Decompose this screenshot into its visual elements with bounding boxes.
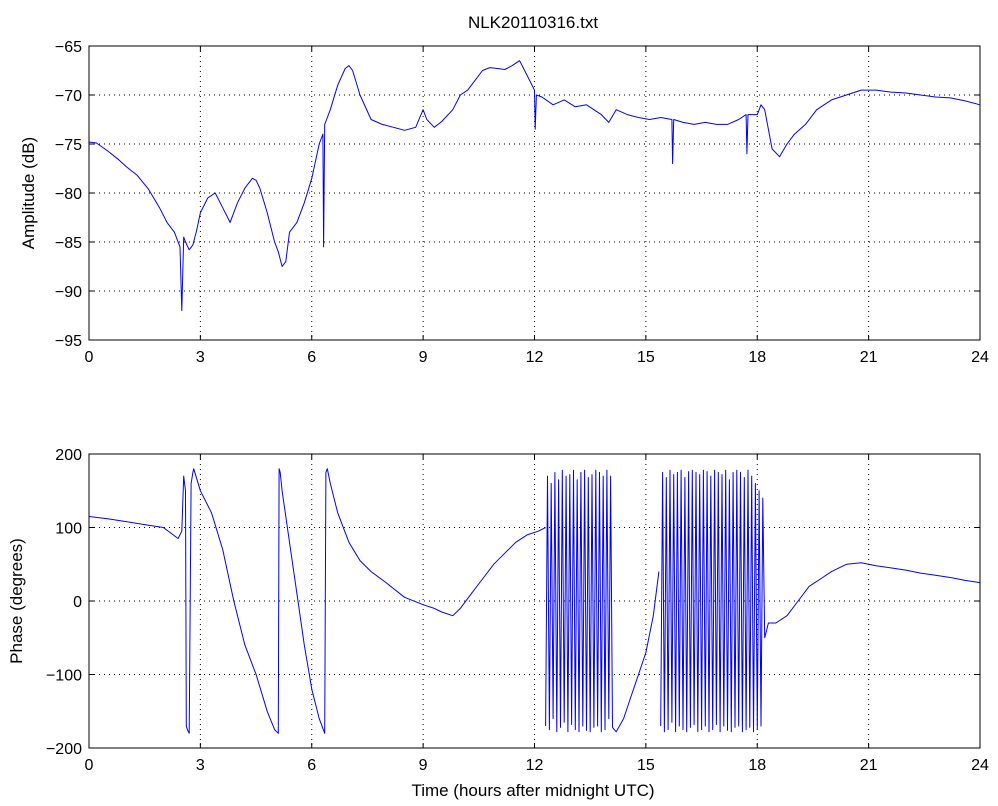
phase-xtick-label-2: 6 bbox=[307, 757, 316, 774]
phase-series-line-1 bbox=[545, 469, 660, 733]
amplitude-xtick-label-1: 3 bbox=[196, 349, 205, 366]
phase-ytick-label-1: 100 bbox=[55, 521, 82, 538]
amplitude-ytick-label-1: −70 bbox=[55, 88, 82, 105]
amplitude-ytick-label-3: −80 bbox=[55, 186, 82, 203]
phase-xtick-label-4: 12 bbox=[526, 757, 544, 774]
phase-series-line-0 bbox=[88, 468, 546, 734]
phase-xtick-label-3: 9 bbox=[419, 757, 428, 774]
amplitude-xtick-label-6: 18 bbox=[748, 349, 766, 366]
phase-xtick-label-7: 21 bbox=[860, 757, 878, 774]
amplitude-axes-box bbox=[88, 45, 981, 341]
amplitude-xtick-label-5: 15 bbox=[637, 349, 655, 366]
phase-axis-title: Phase (degrees) bbox=[7, 538, 26, 664]
phase-xtick-label-5: 15 bbox=[637, 757, 655, 774]
phase-panel: 0 3 6 9 12 15 18 21 24 200 100 0 −100 −200 bbox=[46, 447, 989, 774]
phase-xtick-label-0: 0 bbox=[85, 757, 94, 774]
amplitude-ytick-label-6: −95 bbox=[55, 333, 82, 350]
amplitude-xtick-label-3: 9 bbox=[419, 349, 428, 366]
phase-ytick-label-2: 0 bbox=[73, 594, 82, 611]
phase-xtick-label-8: 24 bbox=[971, 757, 989, 774]
phase-xtick-label-1: 3 bbox=[196, 757, 205, 774]
phase-xtick-label-6: 18 bbox=[748, 757, 766, 774]
amplitude-panel: 0 3 6 9 12 15 18 21 24 −65 −70 −75 −80 −85 −90 −95 bbox=[55, 39, 989, 366]
amplitude-xtick-label-8: 24 bbox=[971, 349, 989, 366]
plot-title: NLK20110316.txt bbox=[468, 13, 598, 32]
amplitude-ytick-label-4: −85 bbox=[55, 235, 82, 252]
phase-ytick-label-3: −100 bbox=[46, 668, 82, 685]
amplitude-ytick-label-5: −90 bbox=[55, 284, 82, 301]
amplitude-xtick-label-2: 6 bbox=[307, 349, 316, 366]
amplitude-xtick-label-7: 21 bbox=[860, 349, 878, 366]
phase-ytick-label-4: −200 bbox=[46, 741, 82, 758]
amplitude-ytick-label-0: −65 bbox=[55, 39, 82, 56]
time-axis-title: Time (hours after midnight UTC) bbox=[411, 781, 654, 800]
amplitude-series-line-0 bbox=[88, 60, 981, 312]
phase-series-line-2 bbox=[660, 469, 981, 733]
phase-axes-box bbox=[88, 453, 981, 749]
amplitude-xtick-label-4: 12 bbox=[526, 349, 544, 366]
amplitude-ytick-label-2: −75 bbox=[55, 137, 82, 154]
phase-ytick-label-0: 200 bbox=[55, 447, 82, 464]
amplitude-xtick-label-0: 0 bbox=[85, 349, 94, 366]
amplitude-axis-title: Amplitude (dB) bbox=[19, 137, 38, 249]
